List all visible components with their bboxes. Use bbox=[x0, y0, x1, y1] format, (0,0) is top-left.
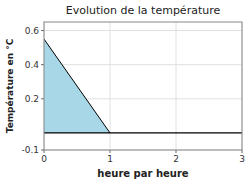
tick-label-y: 0.4 bbox=[25, 60, 40, 70]
line bbox=[44, 39, 110, 133]
grid-line-x bbox=[176, 22, 177, 150]
y-axis-label: Température en °C bbox=[5, 38, 15, 133]
tick-label-y: 0.2 bbox=[25, 94, 39, 104]
tick-label-x: 3 bbox=[239, 154, 245, 164]
tick-label-x: 0 bbox=[41, 154, 47, 164]
baseline bbox=[44, 132, 242, 133]
area bbox=[44, 39, 110, 133]
grid-line-x bbox=[110, 22, 111, 150]
grid-line-y bbox=[44, 30, 242, 31]
tick-label-y: -0.1 bbox=[21, 145, 39, 155]
tick-label-x: 2 bbox=[173, 154, 179, 164]
tick-label-y: 0.6 bbox=[25, 26, 40, 36]
x-axis-label: heure par heure bbox=[97, 168, 188, 179]
plot-frame bbox=[44, 22, 242, 150]
title: Evolution de la température bbox=[66, 4, 221, 17]
data bbox=[44, 39, 242, 133]
axes: 0 1 2 3 -0.1 0.2 0.4 0.6 bbox=[21, 26, 244, 164]
tick-label-x: 1 bbox=[107, 154, 113, 164]
grid-line-y bbox=[44, 64, 242, 65]
grid bbox=[44, 22, 242, 150]
chart: 0 1 2 3 -0.1 0.2 0.4 0.6 Evolution de la tempéra… bbox=[0, 0, 250, 188]
